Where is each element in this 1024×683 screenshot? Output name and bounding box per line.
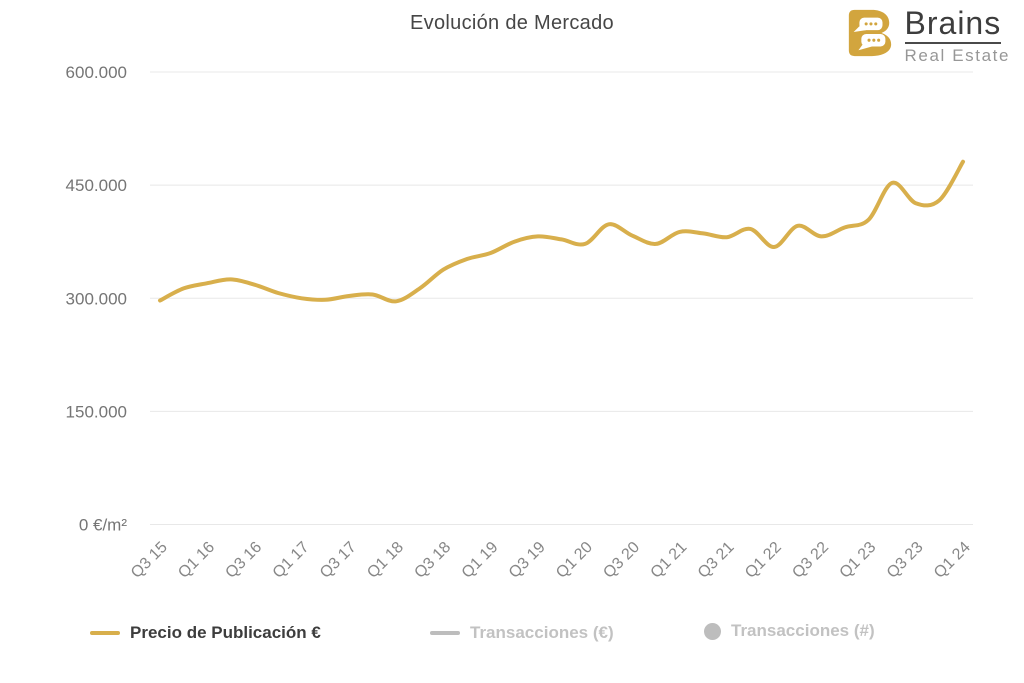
x-tick-label: Q1 22 — [742, 539, 785, 582]
x-tick-label: Q3 16 — [222, 539, 265, 582]
legend-item-transacciones-num[interactable]: Transacciones (#) — [704, 621, 875, 641]
gray-circle-marker-icon — [704, 622, 721, 640]
x-tick-label: Q1 16 — [175, 539, 218, 582]
gray-line-marker-icon — [430, 631, 460, 635]
y-tick-label: 450.000 — [66, 176, 127, 195]
x-tick-label: Q3 18 — [411, 539, 454, 582]
chart-title: Evolución de Mercado — [410, 12, 614, 34]
brains-b-icon — [848, 9, 891, 57]
brand-tagline: Real Estate — [904, 46, 1010, 65]
x-tick-label: Q3 17 — [317, 539, 360, 582]
legend-item-transacciones-eur[interactable]: Transacciones (€) — [430, 623, 614, 643]
legend-label-transacciones-num: Transacciones (#) — [731, 621, 875, 640]
x-tick-label: Q1 19 — [459, 539, 502, 582]
y-tick-label: 600.000 — [66, 63, 127, 82]
y-tick-label: 300.000 — [66, 289, 127, 308]
legend-label-precio-publicacion: Precio de Publicación € — [130, 623, 321, 642]
chart-legend: Precio de Publicación € Transacciones (€… — [0, 621, 1024, 649]
y-tick-label: 0 €/m² — [79, 516, 128, 535]
x-tick-label: Q1 17 — [270, 539, 313, 582]
x-axis-labels: Q3 15 Q1 16 Q3 16 Q1 17 Q3 17 Q1 18 Q3 18 Q1 19… — [128, 539, 974, 582]
price-publication-series-line[interactable] — [158, 159, 965, 304]
x-tick-label: Q3 20 — [600, 539, 643, 582]
x-tick-label: Q1 23 — [837, 539, 880, 582]
x-tick-label: Q1 20 — [553, 539, 596, 582]
x-tick-label: Q3 21 — [695, 539, 738, 582]
gold-line-marker-icon — [90, 631, 120, 635]
gridlines — [150, 71, 973, 525]
x-tick-label: Q3 22 — [789, 539, 832, 582]
x-tick-label: Q3 23 — [884, 539, 927, 582]
brand-logo: Brains Real Estate — [845, 7, 1010, 66]
x-tick-label: Q1 18 — [364, 539, 407, 582]
legend-label-transacciones-eur: Transacciones (€) — [470, 623, 614, 642]
legend-item-precio-publicacion[interactable]: Precio de Publicación € — [90, 623, 321, 643]
x-tick-label: Q1 24 — [931, 539, 974, 582]
x-tick-label: Q1 21 — [648, 539, 691, 582]
x-tick-label: Q3 15 — [128, 539, 171, 582]
x-tick-label: Q3 19 — [506, 539, 549, 582]
y-tick-label: 150.000 — [66, 402, 127, 421]
y-axis-labels: 600.000 450.000 300.000 150.000 0 €/m² — [66, 63, 128, 535]
brand-name: Brains — [904, 7, 1002, 44]
